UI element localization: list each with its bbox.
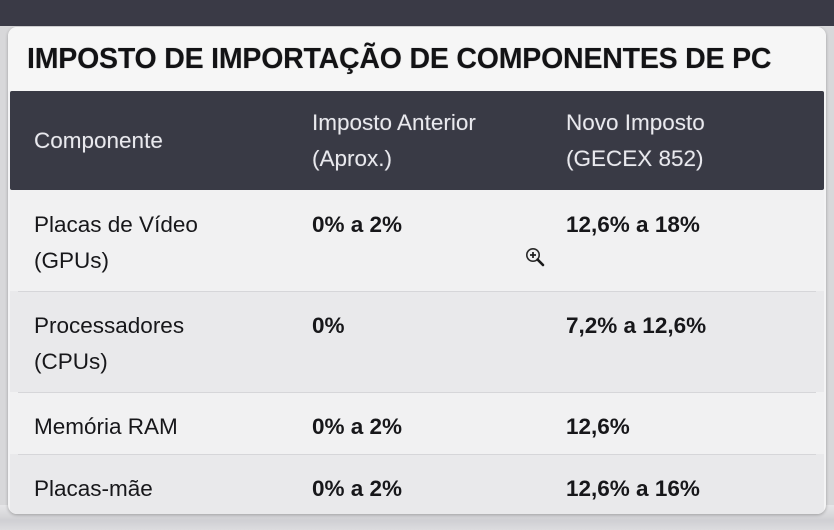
tax-table: Componente Imposto Anterior (Aprox.) Nov… xyxy=(10,91,824,514)
column-header-imposto-anterior-line1: Imposto Anterior xyxy=(312,109,476,135)
column-header-componente: Componente xyxy=(10,123,312,159)
cell-componente: Placas-mãe xyxy=(10,471,312,507)
column-header-componente-label: Componente xyxy=(34,127,163,153)
table-row: Placas-mãe 0% a 2% 12,6% a 16% xyxy=(10,454,824,514)
cell-novo-imposto: 12,6% a 16% xyxy=(566,476,700,501)
card-title-bar: IMPOSTO DE IMPORTAÇÃO DE COMPONENTES DE … xyxy=(8,27,826,91)
cell-componente: Placas de Vídeo (GPUs) xyxy=(10,207,312,279)
cell-imposto-anterior: 0% a 2% xyxy=(312,212,403,237)
page-title: IMPOSTO DE IMPORTAÇÃO DE COMPONENTES DE … xyxy=(27,42,772,75)
cell-componente-line1: Placas-mãe xyxy=(34,476,153,501)
table-header-row: Componente Imposto Anterior (Aprox.) Nov… xyxy=(10,91,824,190)
row-divider xyxy=(18,454,816,455)
table-row: Memória RAM 0% a 2% 12,6% xyxy=(10,392,824,454)
cell-novo-imposto: 12,6% xyxy=(566,414,630,439)
cell-componente-line1: Processadores xyxy=(34,313,185,338)
cell-novo-imposto: 12,6% a 18% xyxy=(566,212,700,237)
table-row: Placas de Vídeo (GPUs) 0% a 2% 12,6% a 1… xyxy=(10,190,824,291)
column-header-novo-imposto: Novo Imposto (GECEX 852) xyxy=(566,105,824,177)
cell-novo-imposto: 7,2% a 12,6% xyxy=(566,313,707,338)
cell-componente-line1: Memória RAM xyxy=(34,414,178,439)
cell-imposto-anterior: 0% a 2% xyxy=(312,476,403,501)
column-header-imposto-anterior-line2: (Aprox.) xyxy=(312,145,393,171)
table-row: Processadores (CPUs) 0% 7,2% a 12,6% xyxy=(10,291,824,392)
cell-imposto-anterior: 0% xyxy=(312,313,345,338)
row-divider xyxy=(18,392,816,393)
column-header-imposto-anterior: Imposto Anterior (Aprox.) xyxy=(312,105,566,177)
cell-componente: Memória RAM xyxy=(10,409,312,445)
column-header-novo-imposto-line2: (GECEX 852) xyxy=(566,145,704,171)
cell-componente-line2: (CPUs) xyxy=(34,349,108,374)
cell-imposto-anterior: 0% a 2% xyxy=(312,414,403,439)
tax-table-card: IMPOSTO DE IMPORTAÇÃO DE COMPONENTES DE … xyxy=(8,27,826,514)
column-header-novo-imposto-line1: Novo Imposto xyxy=(566,109,705,135)
cell-componente: Processadores (CPUs) xyxy=(10,308,312,380)
cell-componente-line1: Placas de Vídeo xyxy=(34,212,198,237)
cell-componente-line2: (GPUs) xyxy=(34,248,109,273)
row-divider xyxy=(18,291,816,292)
